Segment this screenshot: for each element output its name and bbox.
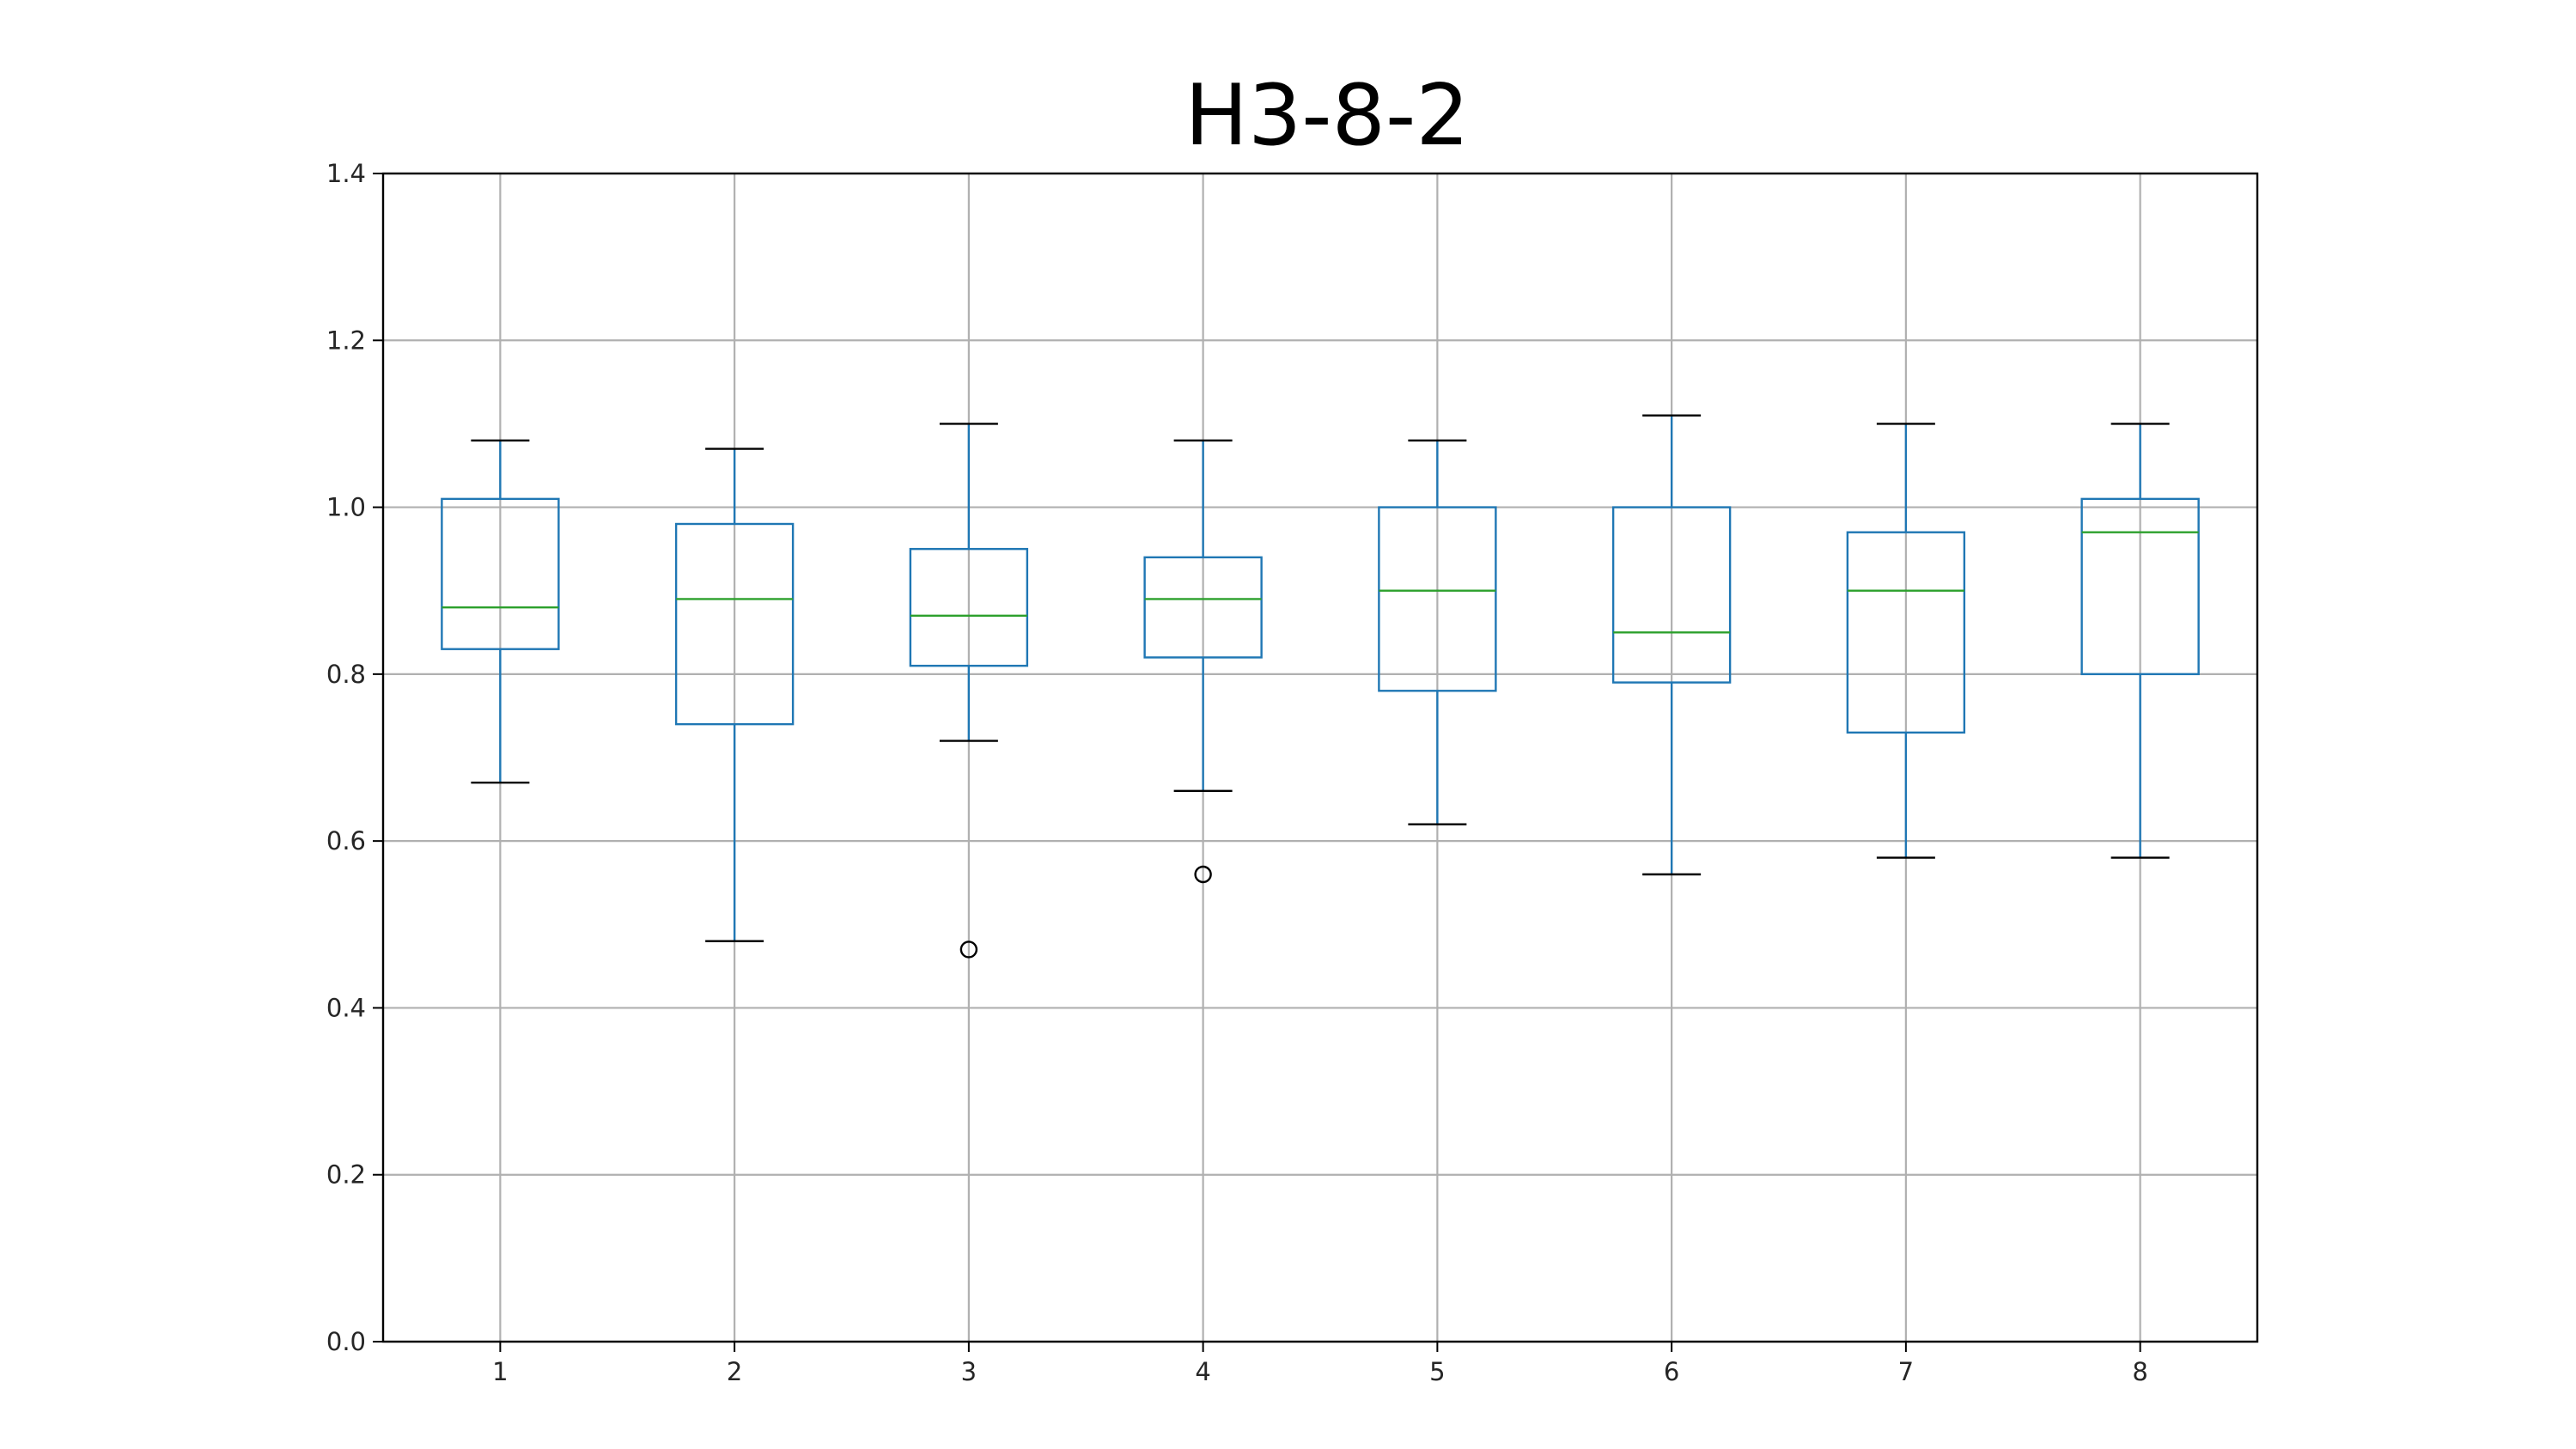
box-body xyxy=(1378,506,1497,692)
box-3 xyxy=(909,423,1029,959)
y-tick-label: 0.4 xyxy=(326,993,366,1022)
axes: 0.0 0.2 0.4 0.6 0.8 1.0 1.2 1.4 1 2 3 4 5 6 7 8 xyxy=(326,159,2259,1386)
box-body xyxy=(1143,556,1263,659)
x-tick-label: 8 xyxy=(2132,1357,2147,1386)
plot-area xyxy=(441,414,2200,959)
box-body xyxy=(909,547,1029,667)
box-body xyxy=(1846,531,1966,734)
box-8 xyxy=(2080,423,2200,859)
box-5 xyxy=(1378,439,1497,825)
box-body xyxy=(674,522,795,726)
y-tick-label: 0.2 xyxy=(326,1160,366,1190)
box-6 xyxy=(1611,414,1732,876)
x-tick-label: 3 xyxy=(961,1357,977,1386)
box-7 xyxy=(1846,423,1966,859)
box-body xyxy=(441,497,560,650)
x-tick-label: 7 xyxy=(1898,1357,1914,1386)
box-4 xyxy=(1143,439,1263,884)
box-body xyxy=(2080,497,2200,676)
y-tick-label: 1.4 xyxy=(326,159,366,188)
chart-title: H3-8-2 xyxy=(1184,67,1469,165)
box-2 xyxy=(674,447,795,942)
x-tick-label: 2 xyxy=(727,1357,742,1386)
grid xyxy=(383,172,2257,1343)
y-tick-label: 0.8 xyxy=(326,660,366,689)
x-tick-label: 4 xyxy=(1195,1357,1210,1386)
y-tick-label: 1.2 xyxy=(326,326,366,355)
axes-frame xyxy=(381,172,2259,1343)
box-body xyxy=(1611,506,1732,684)
y-tick-label: 1.0 xyxy=(326,493,366,522)
x-tick-label: 6 xyxy=(1664,1357,1679,1386)
y-tick-label: 0.6 xyxy=(326,826,366,855)
x-tick-label: 1 xyxy=(492,1357,508,1386)
x-tick-label: 5 xyxy=(1429,1357,1445,1386)
box-1 xyxy=(441,439,560,784)
y-tick-label: 0.0 xyxy=(326,1327,366,1356)
outlier-point xyxy=(959,941,978,959)
outlier-point xyxy=(1194,865,1212,884)
